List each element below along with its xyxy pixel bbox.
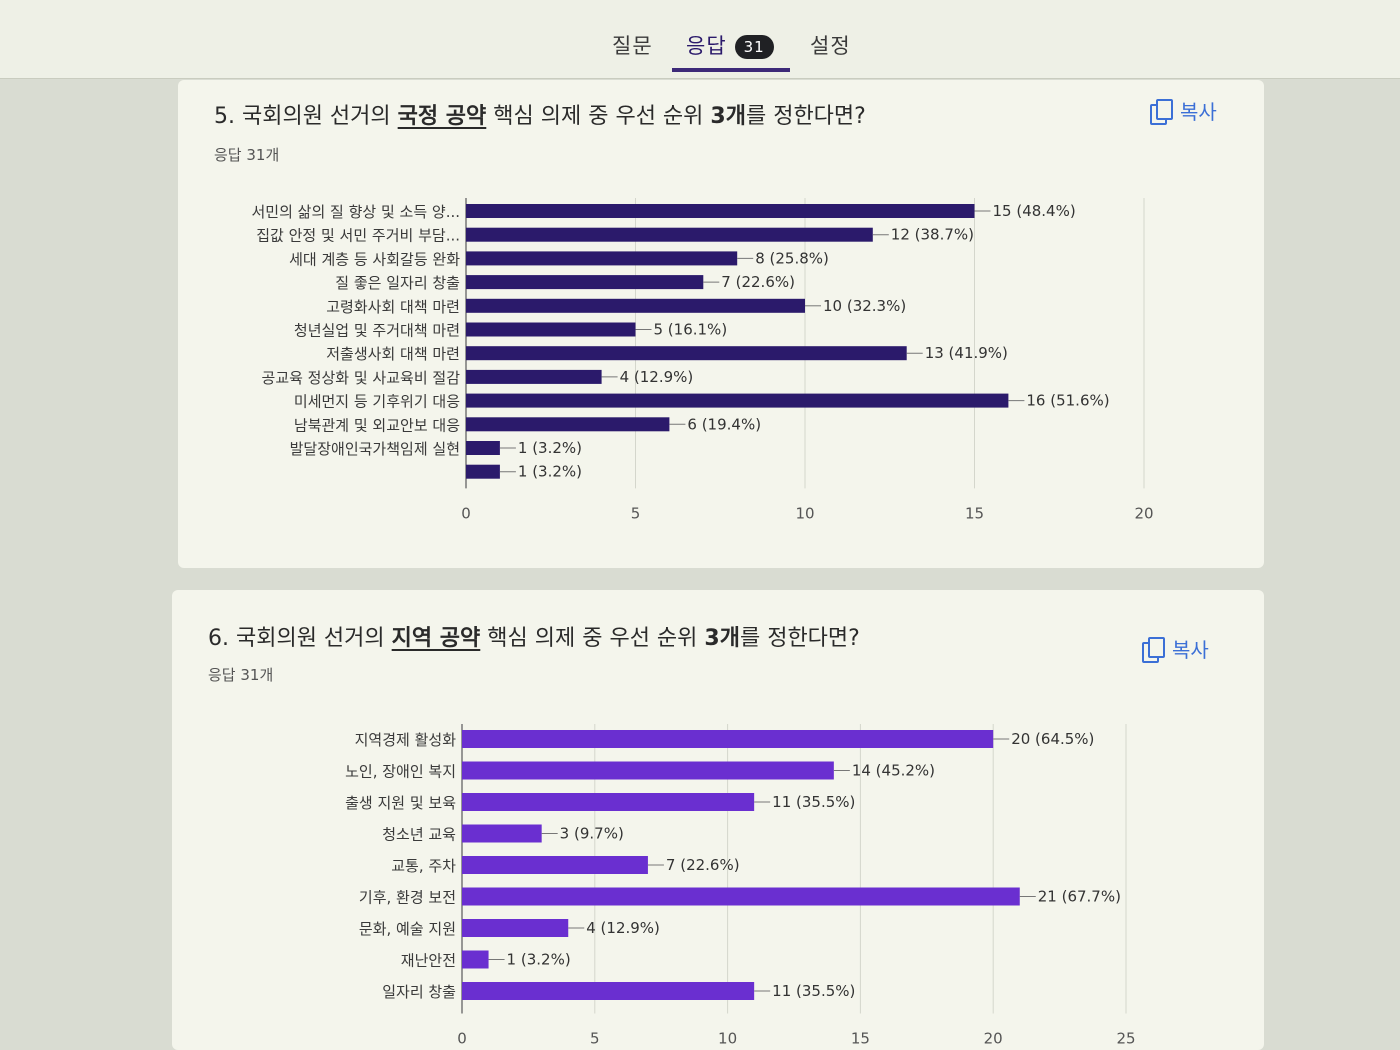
category-label: 노인, 장애인 복지 (345, 763, 456, 781)
active-tab-indicator (672, 68, 790, 72)
bar (466, 393, 1009, 408)
data-label: 1 (3.2%) (518, 439, 582, 457)
category-label: 재난안전 (401, 952, 456, 970)
question-card-6: 6. 국회의원 선거의 지역 공약 핵심 의제 중 우선 순위 3개를 정한다면… (172, 590, 1264, 1050)
x-tick-label: 0 (457, 1030, 467, 1048)
data-label: 8 (25.8%) (755, 249, 829, 267)
data-label: 14 (45.2%) (852, 762, 935, 780)
data-label: 11 (35.5%) (772, 793, 855, 811)
bar (466, 369, 602, 384)
data-label: 3 (9.7%) (560, 825, 624, 843)
bar (466, 298, 805, 313)
bar (466, 275, 704, 290)
bar (462, 919, 569, 937)
tab-settings-label: 설정 (810, 34, 851, 58)
category-label: 발달장애인국가책임제 실현 (290, 440, 460, 458)
bar (466, 464, 500, 479)
data-label: 15 (48.4%) (993, 202, 1076, 220)
bar (466, 322, 636, 337)
x-tick-label: 10 (718, 1030, 737, 1048)
data-label: 7 (22.6%) (721, 273, 795, 291)
x-tick-label: 20 (984, 1030, 1003, 1048)
x-tick-label: 0 (461, 504, 471, 522)
bar (462, 793, 755, 811)
category-label: 교통, 주차 (391, 857, 456, 875)
tab-questions-label: 질문 (612, 34, 653, 58)
x-tick-label: 5 (631, 504, 641, 522)
x-tick-label: 10 (795, 504, 814, 522)
bar (462, 982, 755, 1000)
bar (466, 346, 907, 361)
bar (466, 251, 738, 266)
x-tick-label: 15 (851, 1030, 870, 1048)
tab-questions[interactable]: 질문 (612, 30, 653, 60)
data-label: 13 (41.9%) (925, 344, 1008, 362)
x-tick-label: 5 (590, 1030, 600, 1048)
response-count-badge: 31 (734, 35, 774, 59)
bar (466, 441, 500, 455)
category-label: 청년실업 및 주거대책 마련 (294, 322, 460, 340)
top-tab-bar: 질문 응답 31 설정 (0, 0, 1400, 79)
data-label: 12 (38.7%) (891, 226, 974, 244)
copy-button[interactable]: 복사 (1150, 96, 1217, 125)
category-label: 청소년 교육 (382, 826, 456, 844)
category-label: 미세먼지 등 기후위기 대응 (294, 393, 460, 411)
data-label: 4 (12.9%) (586, 919, 660, 937)
data-label: 16 (51.6%) (1026, 392, 1109, 410)
bar (466, 204, 975, 218)
bar (462, 950, 489, 969)
tab-responses[interactable]: 응답 31 (686, 30, 774, 60)
data-label: 20 (64.5%) (1011, 730, 1094, 748)
copy-icon (1142, 636, 1165, 663)
data-label: 10 (32.3%) (823, 297, 906, 315)
data-label: 11 (35.5%) (772, 982, 855, 1000)
x-tick-label: 15 (965, 504, 984, 522)
data-label: 1 (3.2%) (507, 951, 571, 969)
x-tick-label: 20 (1134, 504, 1153, 522)
category-label: 기후, 환경 보전 (359, 889, 456, 907)
category-label: 공교육 정상화 및 사교육비 절감 (262, 369, 461, 387)
bar (462, 887, 1020, 906)
category-label: 남북관계 및 외교안보 대응 (294, 416, 460, 434)
category-label: 집값 안정 및 서민 주거비 부담... (256, 227, 460, 245)
data-label: 6 (19.4%) (687, 415, 761, 433)
bar (462, 730, 994, 748)
x-tick-label: 25 (1116, 1030, 1135, 1048)
category-label: 일자리 창출 (382, 983, 456, 1001)
copy-button[interactable]: 복사 (1142, 634, 1209, 663)
response-count: 응답 31개 (208, 666, 274, 684)
bar-chart-national-agenda: 0 5 10 15 20 15 (48.4%) 서민의 삶의 질 향상 및 소득 양... 1… (251, 198, 1154, 522)
bar (462, 761, 834, 780)
bar (462, 824, 542, 843)
data-label: 5 (16.1%) (654, 321, 728, 339)
question-card-5: 5. 국회의원 선거의 국정 공약 핵심 의제 중 우선 순위 3개를 정한다면… (178, 80, 1264, 568)
response-count: 응답 31개 (214, 146, 280, 164)
category-label: 지역경제 활성화 (355, 731, 457, 749)
data-label: 7 (22.6%) (666, 856, 740, 874)
tab-settings[interactable]: 설정 (810, 30, 851, 60)
data-label: 21 (67.7%) (1038, 888, 1121, 906)
bar (466, 227, 873, 242)
tab-responses-label: 응답 (686, 34, 727, 58)
category-label: 문화, 예술 지원 (359, 920, 456, 938)
copy-icon (1150, 98, 1173, 125)
category-label: 서민의 삶의 질 향상 및 소득 양... (251, 203, 460, 221)
bar-chart-regional-agenda: 0 5 10 15 20 25 20 (64.5%) 지역경제 활성화 14 (45.2%) 노인… (345, 724, 1136, 1048)
category-label: 저출생사회 대책 마련 (326, 345, 460, 363)
bar (466, 417, 670, 432)
question-title: 6. 국회의원 선거의 지역 공약 핵심 의제 중 우선 순위 3개를 정한다면… (208, 626, 860, 651)
data-label: 4 (12.9%) (620, 368, 694, 386)
bar (462, 856, 648, 874)
category-label: 출생 지원 및 보육 (345, 794, 456, 812)
data-label: 1 (3.2%) (518, 463, 582, 481)
question-title: 5. 국회의원 선거의 국정 공약 핵심 의제 중 우선 순위 3개를 정한다면… (214, 104, 866, 129)
copy-label: 복사 (1180, 100, 1217, 124)
category-label: 세대 계층 등 사회갈등 완화 (289, 250, 460, 268)
copy-label: 복사 (1172, 638, 1209, 662)
category-label: 고령화사회 대책 마련 (326, 298, 460, 316)
category-label: 질 좋은 일자리 창출 (335, 274, 460, 292)
